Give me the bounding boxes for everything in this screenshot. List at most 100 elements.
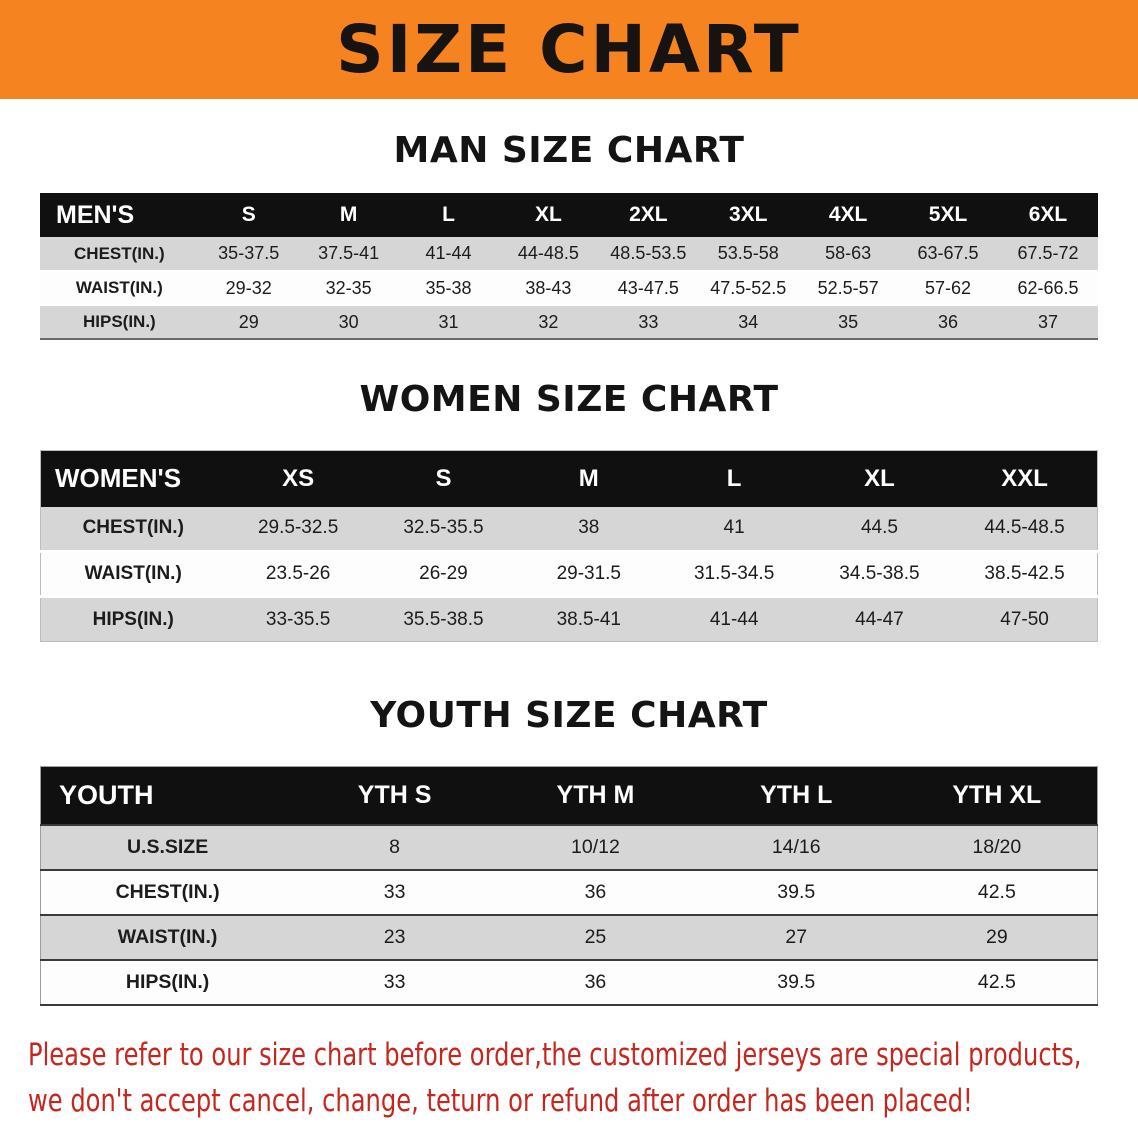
table-header-row: MEN'S S M L XL 2XL 3XL 4XL 5XL 6XL xyxy=(40,193,1098,237)
row-label: HIPS(IN.) xyxy=(83,312,156,331)
row-label: WAIST(IN.) xyxy=(75,278,163,297)
size-value: 25 xyxy=(584,925,607,948)
size-value: 23 xyxy=(383,925,406,948)
size-column-header: 3XL xyxy=(728,203,768,226)
row-label: CHEST(IN.) xyxy=(82,517,184,539)
size-value: 29 xyxy=(985,925,1008,948)
size-value: 42.5 xyxy=(977,880,1016,903)
size-value: 33-35.5 xyxy=(265,608,331,630)
row-label: CHEST(IN.) xyxy=(74,243,165,263)
table-row: HIPS(IN.) 29 30 31 32 33 34 35 36 37 xyxy=(40,305,1098,339)
size-value: 33 xyxy=(383,880,406,903)
size-value: 41-44 xyxy=(425,243,472,263)
table-row: WAIST(IN.) 29-32 32-35 35-38 38-43 43-47.5 47.… xyxy=(40,271,1098,305)
men-size-table: MEN'S S M L XL 2XL 3XL 4XL 5XL 6XL CHEST(IN.) 35-3… xyxy=(40,193,1098,340)
size-column-header: 5XL xyxy=(928,203,968,226)
size-value: 29-32 xyxy=(225,277,272,298)
youth-size-table: YOUTH YTH S YTH M YTH L YTH XL U.S.SIZE 8 10/1… xyxy=(40,766,1098,1006)
size-value: 58-63 xyxy=(825,243,872,263)
size-column-header: L xyxy=(442,203,455,226)
size-value: 35-37.5 xyxy=(218,243,280,263)
size-value: 29 xyxy=(238,311,259,332)
size-value: 48.5-53.5 xyxy=(610,243,687,263)
size-column-header: M xyxy=(339,203,358,226)
table-row: WAIST(IN.) 23 25 27 29 xyxy=(40,914,1098,960)
size-value: 36 xyxy=(584,970,607,993)
table-row: HIPS(IN.) 33-35.5 35.5-38.5 38.5-41 41-44 44-… xyxy=(40,596,1098,642)
notice-line-2: we don't accept cancel, change, teturn o… xyxy=(28,1082,973,1119)
row-label: WAIST(IN.) xyxy=(117,925,218,948)
size-value: 41-44 xyxy=(709,608,759,630)
row-label: WAIST(IN.) xyxy=(84,563,182,584)
size-value: 27 xyxy=(785,925,808,948)
size-column-header: 6XL xyxy=(1028,203,1068,226)
size-value: 33 xyxy=(383,970,406,993)
size-value: 36 xyxy=(938,311,959,332)
size-value: 23.5-26 xyxy=(265,563,331,584)
size-column-header: M xyxy=(578,464,599,492)
size-value: 32 xyxy=(538,311,559,332)
size-value: 30 xyxy=(338,311,359,332)
size-column-header: YTH XL xyxy=(952,780,1042,809)
men-section-heading: MAN SIZE CHART xyxy=(393,130,745,171)
size-value: 31 xyxy=(438,311,459,332)
size-column-header: XXL xyxy=(1001,464,1048,492)
size-column-header: XL xyxy=(535,203,562,226)
table-header-row: YOUTH YTH S YTH M YTH L YTH XL xyxy=(40,766,1098,825)
size-value: 41 xyxy=(723,517,745,539)
men-size-section: MAN SIZE CHART MEN'S S M L XL 2XL 3XL 4XL 5XL 6XL… xyxy=(0,129,1138,340)
size-column-header: YTH S xyxy=(357,780,432,809)
size-column-header: YTH M xyxy=(556,780,635,809)
size-value: 34 xyxy=(738,311,759,332)
order-notice: Please refer to our size chart before or… xyxy=(28,1032,1110,1124)
size-value: 14/16 xyxy=(771,835,821,858)
size-column-header: XL xyxy=(864,464,895,492)
title-banner: SIZE CHART xyxy=(0,0,1138,99)
size-value: 63-67.5 xyxy=(917,243,979,263)
table-corner-label: WOMEN'S xyxy=(55,463,182,494)
table-row: CHEST(IN.) 35-37.5 37.5-41 41-44 44-48.5 48.5… xyxy=(40,237,1098,271)
size-column-header: S xyxy=(435,464,452,492)
size-value: 34.5-38.5 xyxy=(839,563,920,584)
size-value: 32-35 xyxy=(325,277,372,298)
table-row: HIPS(IN.) 33 36 39.5 42.5 xyxy=(40,959,1098,1005)
size-column-header: 2XL xyxy=(629,203,668,226)
size-value: 43-47.5 xyxy=(617,277,679,298)
size-value: 67.5-72 xyxy=(1017,243,1079,263)
notice-line-1: Please refer to our size chart before or… xyxy=(28,1036,1082,1073)
size-value: 44-48.5 xyxy=(517,243,579,263)
size-value: 38.5-41 xyxy=(556,608,622,630)
size-value: 37 xyxy=(1037,311,1059,332)
size-value: 42.5 xyxy=(977,970,1016,993)
size-value: 35.5-38.5 xyxy=(403,608,484,630)
size-value: 44.5 xyxy=(860,517,898,539)
size-value: 47.5-52.5 xyxy=(710,277,787,298)
size-column-header: YTH L xyxy=(760,780,833,809)
size-value: 18/20 xyxy=(972,835,1022,858)
size-value: 47-50 xyxy=(1000,608,1049,630)
size-value: 32.5-35.5 xyxy=(403,517,484,539)
youth-size-section: YOUTH SIZE CHART YOUTH YTH S YTH M YTH L YTH… xyxy=(0,694,1138,1006)
size-value: 10/12 xyxy=(571,835,620,858)
table-row: CHEST(IN.) 33 36 39.5 42.5 xyxy=(40,869,1098,915)
table-header-row: WOMEN'S XS S M L XL XXL xyxy=(40,450,1098,507)
size-value: 37.5-41 xyxy=(318,243,380,263)
row-label: HIPS(IN.) xyxy=(92,608,174,630)
size-value: 36 xyxy=(584,880,607,903)
size-value: 53.5-58 xyxy=(717,243,779,263)
women-size-section: WOMEN SIZE CHART WOMEN'S XS S M L XL XXL CHEST… xyxy=(0,378,1138,642)
size-value: 38-43 xyxy=(525,277,572,298)
size-column-header: XS xyxy=(282,464,315,492)
size-column-header: S xyxy=(241,203,256,226)
size-value: 38 xyxy=(578,517,600,539)
row-label: CHEST(IN.) xyxy=(115,880,220,903)
page-title: SIZE CHART xyxy=(336,10,802,88)
youth-section-heading: YOUTH SIZE CHART xyxy=(370,695,768,736)
size-value: 29.5-32.5 xyxy=(257,517,339,539)
size-value: 35-38 xyxy=(425,277,472,298)
size-value: 44-47 xyxy=(855,608,904,630)
size-value: 39.5 xyxy=(777,970,816,993)
table-row: WAIST(IN.) 23.5-26 26-29 29-31.5 31.5-34.5 34… xyxy=(40,551,1098,597)
women-size-table: WOMEN'S XS S M L XL XXL CHEST(IN.) 29.5-32.5 32.… xyxy=(40,450,1098,642)
